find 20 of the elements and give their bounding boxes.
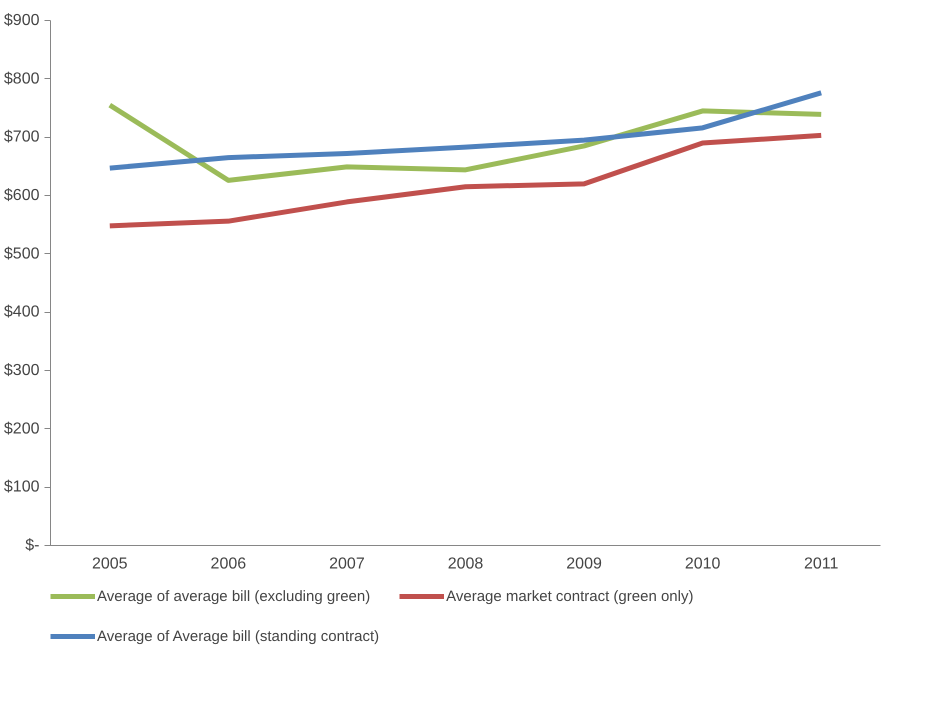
- legend-label: Average of Average bill (standing contract): [97, 628, 380, 644]
- y-tick-label: $900: [4, 12, 40, 29]
- y-tick-label: $100: [4, 478, 40, 496]
- x-tick-label: 2009: [566, 556, 602, 572]
- y-tick-label: $800: [4, 70, 40, 88]
- legend-label: Average of average bill (excluding green): [97, 588, 370, 604]
- legend-label: Average market contract (green only): [446, 588, 694, 604]
- x-tick-label: 2011: [804, 556, 839, 572]
- y-tick-label: $400: [4, 304, 40, 321]
- y-tick-label: $700: [4, 128, 40, 146]
- y-tick-label: $600: [4, 187, 40, 204]
- y-tick-label: $300: [4, 362, 40, 379]
- x-tick-label: 2008: [448, 556, 484, 572]
- x-tick-label: 2007: [329, 556, 365, 572]
- y-tick-label: $500: [4, 245, 40, 262]
- x-tick-label: 2005: [92, 556, 128, 572]
- y-tick-label: $-: [25, 537, 40, 554]
- y-tick-label: $200: [4, 420, 40, 438]
- x-tick-label: 2010: [684, 556, 721, 572]
- x-tick-label: 2006: [210, 556, 246, 572]
